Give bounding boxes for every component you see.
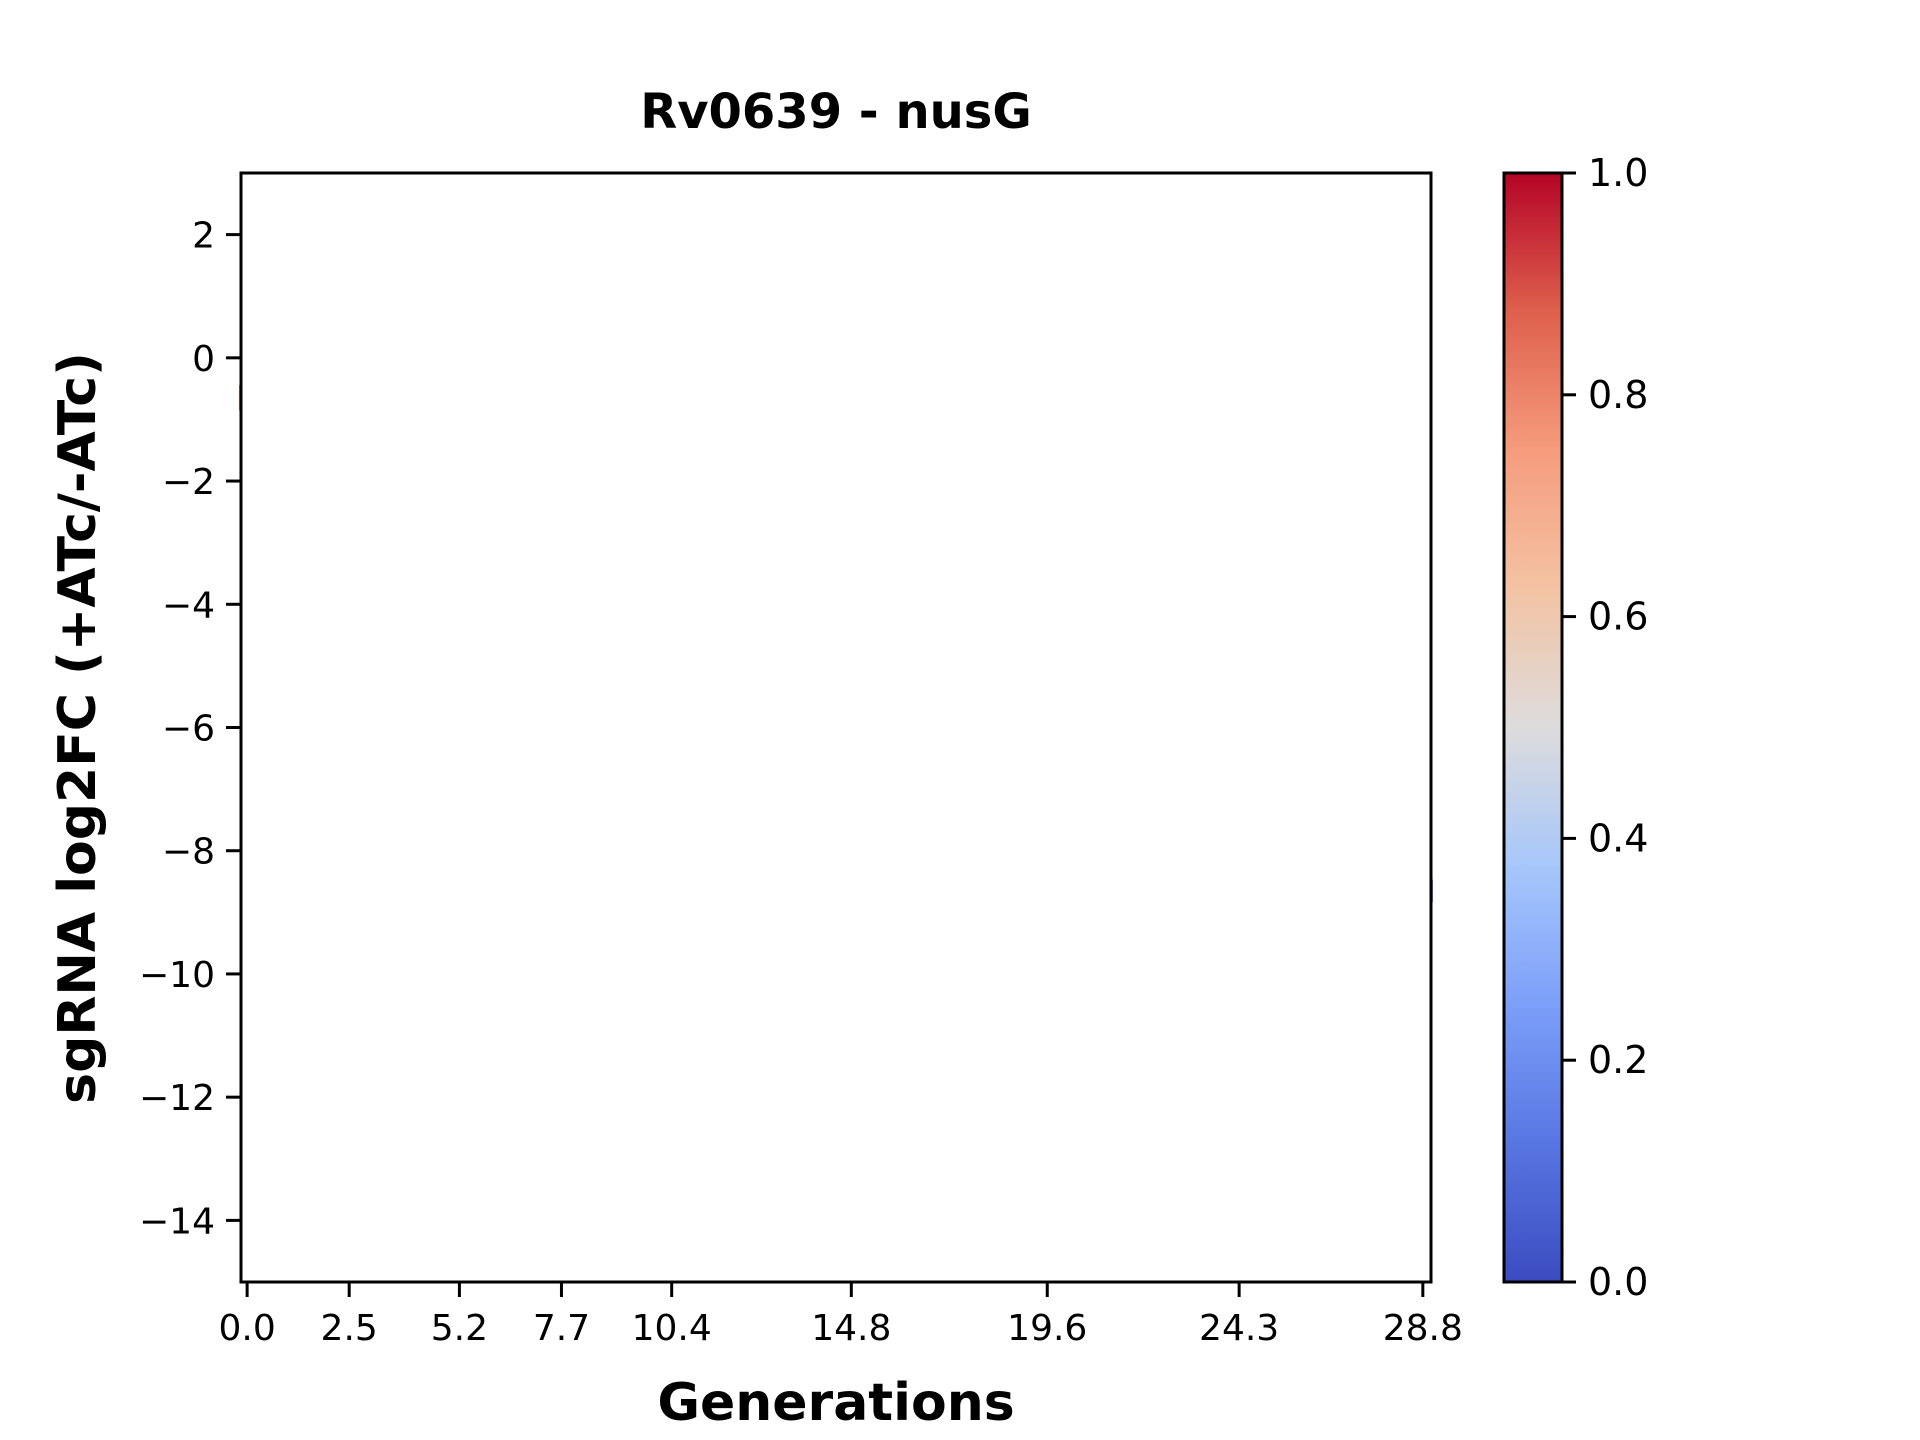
y-axis-label: sgRNA log2FC (+ATc/-ATc) — [48, 352, 108, 1104]
x-tick-label: 24.3 — [1199, 1308, 1279, 1349]
x-tick-label: 28.8 — [1383, 1308, 1463, 1349]
x-axis-label: Generations — [657, 1373, 1014, 1433]
colorbar-tick-label: 0.4 — [1588, 816, 1648, 860]
y-tick-label: −8 — [162, 832, 215, 873]
y-tick-label: 2 — [192, 216, 215, 257]
chart-title: Rv0639 - nusG — [640, 84, 1032, 140]
colorbar-tick-label: 0.6 — [1588, 595, 1648, 639]
x-tick-label: 19.6 — [1007, 1308, 1087, 1349]
colorbar — [1502, 171, 1564, 1284]
y-tick-label: −2 — [162, 462, 215, 503]
colorbar-tick-label: 0.8 — [1588, 373, 1648, 417]
x-tick-label: 2.5 — [321, 1308, 378, 1349]
colorbar-tick-label: 0.2 — [1588, 1038, 1648, 1082]
y-tick-label: −10 — [139, 955, 215, 996]
x-tick-label: 14.8 — [811, 1308, 891, 1349]
x-tick-label: 5.2 — [431, 1308, 488, 1349]
x-tick-label: 7.7 — [533, 1308, 590, 1349]
colorbar-tick-label: 0.0 — [1588, 1260, 1648, 1304]
x-tick-label: 10.4 — [632, 1308, 712, 1349]
y-tick-label: −6 — [162, 709, 215, 750]
colorbar-tick-label: 1.0 — [1588, 151, 1648, 195]
y-tick-label: −4 — [162, 585, 215, 626]
y-tick-label: −12 — [139, 1078, 215, 1119]
y-tick-label: 0 — [192, 339, 215, 380]
plot-area — [239, 171, 1433, 1284]
y-tick-label: −14 — [139, 1201, 215, 1242]
x-tick-label: 0.0 — [218, 1308, 275, 1349]
